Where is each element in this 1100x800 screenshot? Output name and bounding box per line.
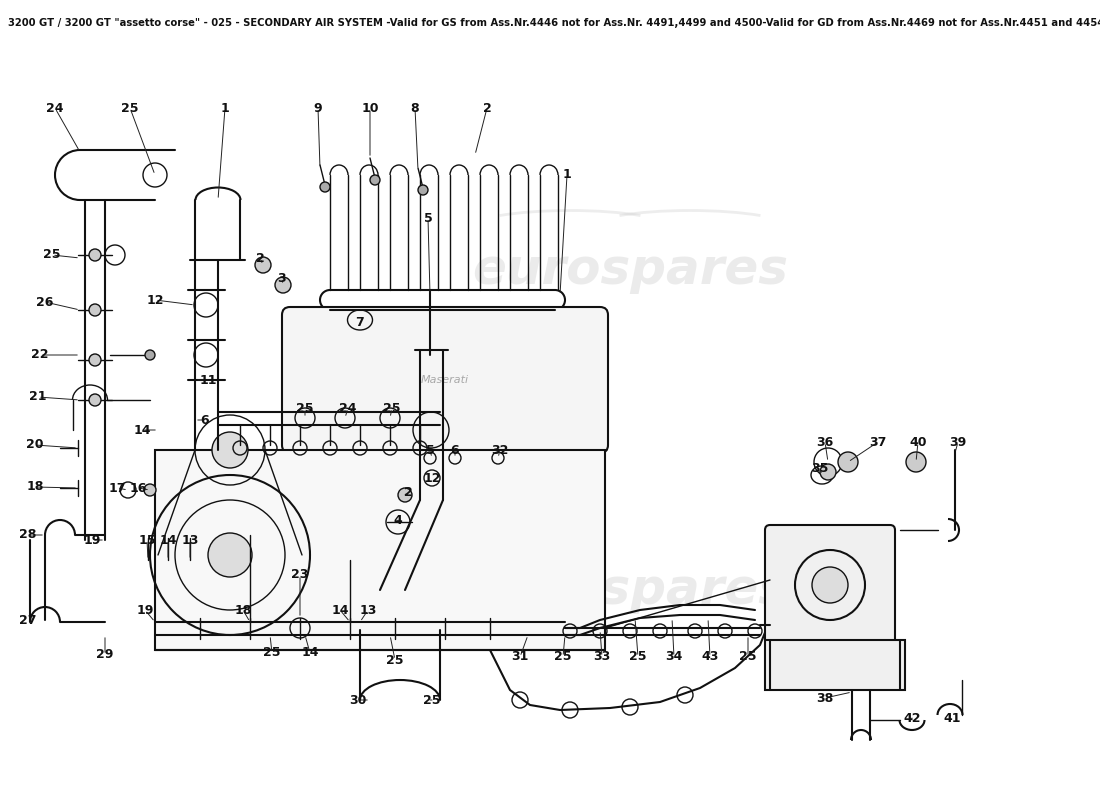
Text: 8: 8: [410, 102, 419, 114]
Text: 19: 19: [84, 534, 101, 546]
Text: 20: 20: [26, 438, 44, 451]
Text: 2: 2: [255, 251, 264, 265]
Circle shape: [89, 304, 101, 316]
Text: 5: 5: [424, 211, 432, 225]
Text: 14: 14: [133, 423, 151, 437]
Circle shape: [255, 257, 271, 273]
Circle shape: [320, 182, 330, 192]
Text: 10: 10: [361, 102, 378, 114]
Text: 27: 27: [20, 614, 36, 626]
Circle shape: [275, 277, 292, 293]
Text: 36: 36: [816, 435, 834, 449]
Text: 12: 12: [424, 471, 441, 485]
Circle shape: [145, 350, 155, 360]
Text: 18: 18: [26, 481, 44, 494]
Text: 43: 43: [702, 650, 718, 663]
Text: 14: 14: [331, 603, 349, 617]
Text: 17: 17: [108, 482, 125, 494]
Text: 1: 1: [221, 102, 230, 114]
Text: 25: 25: [263, 646, 280, 659]
Text: Maserati: Maserati: [421, 375, 469, 385]
Text: 42: 42: [903, 711, 921, 725]
FancyBboxPatch shape: [764, 525, 895, 645]
Text: 14: 14: [160, 534, 177, 546]
Text: 25: 25: [739, 650, 757, 663]
Text: eurospares: eurospares: [472, 566, 788, 614]
Text: 35: 35: [812, 462, 828, 474]
Text: 25: 25: [43, 249, 60, 262]
Text: 24: 24: [46, 102, 64, 114]
Text: 25: 25: [296, 402, 314, 414]
Circle shape: [370, 175, 379, 185]
Circle shape: [89, 249, 101, 261]
Text: 41: 41: [944, 711, 960, 725]
Text: 14: 14: [301, 646, 319, 659]
Text: 25: 25: [629, 650, 647, 663]
Text: 23: 23: [292, 569, 309, 582]
Circle shape: [208, 533, 252, 577]
Text: 19: 19: [136, 603, 154, 617]
Text: 13: 13: [182, 534, 199, 546]
Text: 13: 13: [360, 603, 376, 617]
Text: 25: 25: [554, 650, 572, 663]
Text: 2: 2: [483, 102, 492, 114]
Text: 28: 28: [20, 529, 36, 542]
Text: 40: 40: [910, 435, 926, 449]
Text: 29: 29: [97, 649, 113, 662]
Circle shape: [89, 354, 101, 366]
Text: 22: 22: [31, 349, 48, 362]
FancyBboxPatch shape: [282, 307, 608, 453]
Text: 25: 25: [383, 402, 400, 414]
Text: 25: 25: [386, 654, 404, 666]
Text: 11: 11: [199, 374, 217, 386]
Text: 39: 39: [949, 435, 967, 449]
Text: 34: 34: [666, 650, 683, 663]
Text: 32: 32: [492, 443, 508, 457]
Text: 1: 1: [562, 169, 571, 182]
Circle shape: [812, 567, 848, 603]
Circle shape: [212, 432, 248, 468]
Circle shape: [820, 464, 836, 480]
Text: 30: 30: [350, 694, 366, 706]
Text: 3: 3: [277, 271, 286, 285]
Text: 16: 16: [130, 482, 146, 494]
Text: 6: 6: [451, 443, 460, 457]
Circle shape: [838, 452, 858, 472]
Text: eurospares: eurospares: [472, 246, 788, 294]
Text: 9: 9: [314, 102, 322, 114]
FancyBboxPatch shape: [155, 450, 605, 650]
Text: 24: 24: [339, 402, 356, 414]
Text: 21: 21: [30, 390, 46, 403]
Text: 26: 26: [36, 295, 54, 309]
Text: 4: 4: [394, 514, 403, 526]
Text: 25: 25: [121, 102, 139, 114]
Text: 25: 25: [424, 694, 441, 706]
Text: 18: 18: [234, 603, 252, 617]
Text: 12: 12: [146, 294, 164, 306]
Text: 15: 15: [139, 534, 156, 546]
Text: 31: 31: [512, 650, 529, 663]
Text: 7: 7: [355, 315, 364, 329]
Text: 2: 2: [404, 486, 412, 498]
Text: 3200 GT / 3200 GT "assetto corse" - 025 - SECONDARY AIR SYSTEM -Valid for GS fro: 3200 GT / 3200 GT "assetto corse" - 025 …: [8, 18, 1100, 28]
Circle shape: [418, 185, 428, 195]
Circle shape: [144, 484, 156, 496]
Circle shape: [398, 488, 412, 502]
Text: 38: 38: [816, 691, 834, 705]
Circle shape: [89, 394, 101, 406]
FancyBboxPatch shape: [764, 640, 905, 690]
Text: 6: 6: [200, 414, 209, 426]
Circle shape: [906, 452, 926, 472]
Text: 5: 5: [426, 443, 434, 457]
Text: 33: 33: [593, 650, 611, 663]
Text: 37: 37: [869, 435, 887, 449]
